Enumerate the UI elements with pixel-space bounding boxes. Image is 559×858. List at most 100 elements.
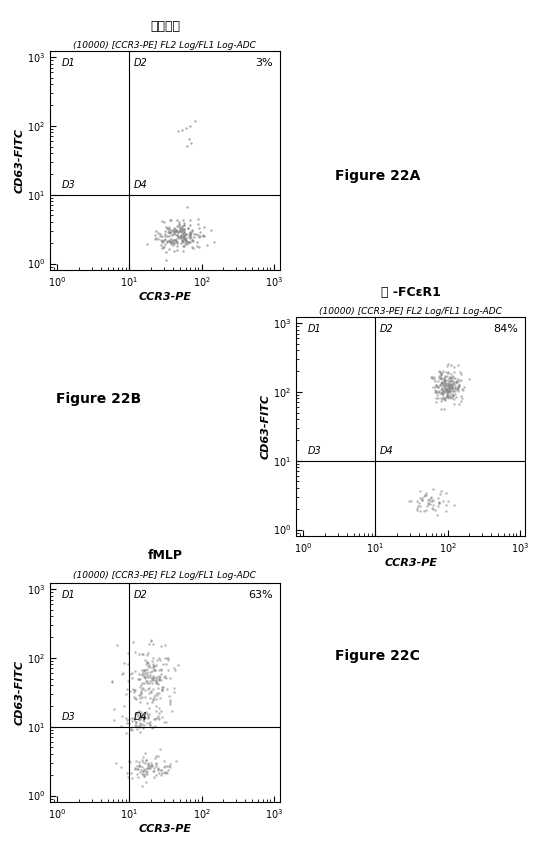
Point	[149, 682, 158, 696]
Point	[164, 690, 173, 704]
Point	[448, 380, 457, 394]
Point	[138, 663, 146, 677]
Point	[142, 704, 151, 718]
Point	[178, 230, 187, 244]
Point	[154, 762, 163, 776]
Point	[165, 233, 174, 247]
Point	[149, 659, 158, 673]
Point	[440, 384, 449, 397]
Point	[134, 762, 143, 776]
Point	[138, 666, 147, 680]
Point	[154, 673, 163, 686]
Point	[117, 760, 126, 774]
Point	[439, 371, 448, 384]
Point	[193, 228, 202, 242]
Point	[148, 758, 157, 772]
Point	[162, 229, 171, 243]
Point	[440, 378, 449, 391]
Point	[153, 709, 162, 722]
Point	[442, 373, 451, 387]
Point	[139, 755, 148, 769]
Point	[129, 690, 138, 704]
Point	[184, 235, 193, 249]
Point	[157, 639, 165, 653]
Point	[453, 382, 462, 396]
Point	[437, 372, 446, 385]
Point	[449, 389, 458, 402]
Point	[451, 374, 460, 388]
Point	[442, 389, 451, 402]
Point	[139, 668, 148, 682]
Point	[151, 228, 160, 242]
Point	[186, 228, 195, 242]
Point	[179, 231, 188, 245]
Point	[143, 716, 151, 730]
Point	[451, 390, 460, 404]
Point	[453, 380, 462, 394]
Point	[112, 756, 121, 770]
Point	[138, 721, 147, 734]
Point	[179, 214, 188, 227]
Point	[136, 718, 145, 732]
Point	[441, 382, 450, 396]
Point	[163, 653, 172, 667]
Point	[447, 374, 456, 388]
Text: D3: D3	[62, 712, 76, 722]
Point	[412, 504, 421, 517]
Point	[454, 378, 463, 392]
Point	[454, 374, 463, 388]
Point	[152, 686, 161, 700]
Point	[439, 365, 448, 378]
Point	[446, 374, 454, 388]
Point	[124, 647, 133, 661]
Point	[138, 779, 146, 793]
Point	[438, 494, 447, 508]
Point	[167, 237, 176, 251]
Point	[444, 384, 453, 397]
Point	[169, 225, 178, 239]
Point	[179, 229, 188, 243]
Point	[129, 685, 138, 698]
Point	[187, 233, 196, 246]
Point	[144, 682, 153, 696]
Point	[172, 224, 181, 238]
Point	[164, 663, 173, 677]
Point	[186, 227, 195, 241]
Point	[147, 671, 156, 685]
Point	[158, 229, 167, 243]
Point	[135, 647, 144, 661]
Point	[413, 499, 422, 513]
Point	[168, 235, 177, 249]
Point	[148, 654, 157, 668]
Point	[448, 374, 457, 388]
Point	[448, 384, 457, 397]
Point	[184, 235, 193, 249]
Point	[437, 368, 446, 382]
Point	[127, 722, 136, 736]
Point	[140, 683, 149, 697]
Point	[182, 201, 191, 214]
Point	[154, 232, 163, 245]
Point	[192, 239, 201, 252]
Point	[139, 714, 148, 728]
Point	[181, 121, 190, 135]
Point	[157, 766, 166, 780]
Point	[179, 226, 188, 239]
Point	[151, 674, 160, 687]
Point	[188, 224, 197, 238]
Point	[443, 369, 452, 383]
Point	[157, 684, 166, 698]
Point	[456, 367, 465, 381]
Point	[439, 378, 448, 392]
Point	[444, 379, 453, 393]
Point	[143, 756, 152, 770]
Text: 63%: 63%	[248, 590, 273, 600]
Point	[135, 755, 144, 769]
Point	[167, 232, 176, 245]
Point	[130, 664, 139, 678]
Point	[140, 711, 149, 725]
Point	[138, 676, 146, 690]
Point	[178, 233, 187, 247]
Point	[135, 716, 144, 730]
Point	[143, 647, 152, 661]
